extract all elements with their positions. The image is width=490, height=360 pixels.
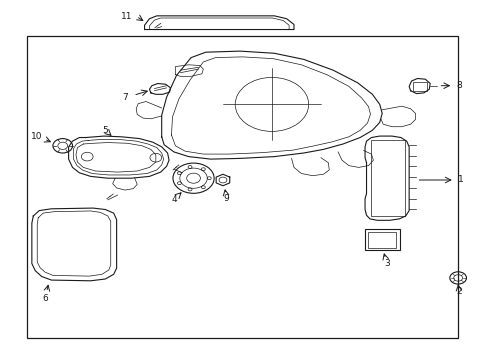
Text: 8: 8 [457, 81, 463, 90]
Bar [27, 36, 458, 338]
Text: 1: 1 [458, 175, 464, 184]
Bar [413, 82, 427, 91]
Text: 11: 11 [121, 12, 132, 21]
Bar [371, 140, 405, 216]
Bar [368, 232, 396, 248]
Text: 7: 7 [122, 93, 128, 102]
Text: 9: 9 [223, 194, 229, 203]
Bar [365, 229, 400, 250]
Text: 10: 10 [31, 132, 43, 141]
Text: 5: 5 [102, 126, 108, 135]
Text: 2: 2 [457, 287, 463, 296]
Text: 4: 4 [171, 195, 177, 204]
Text: 3: 3 [384, 259, 390, 268]
Text: 6: 6 [42, 294, 48, 302]
